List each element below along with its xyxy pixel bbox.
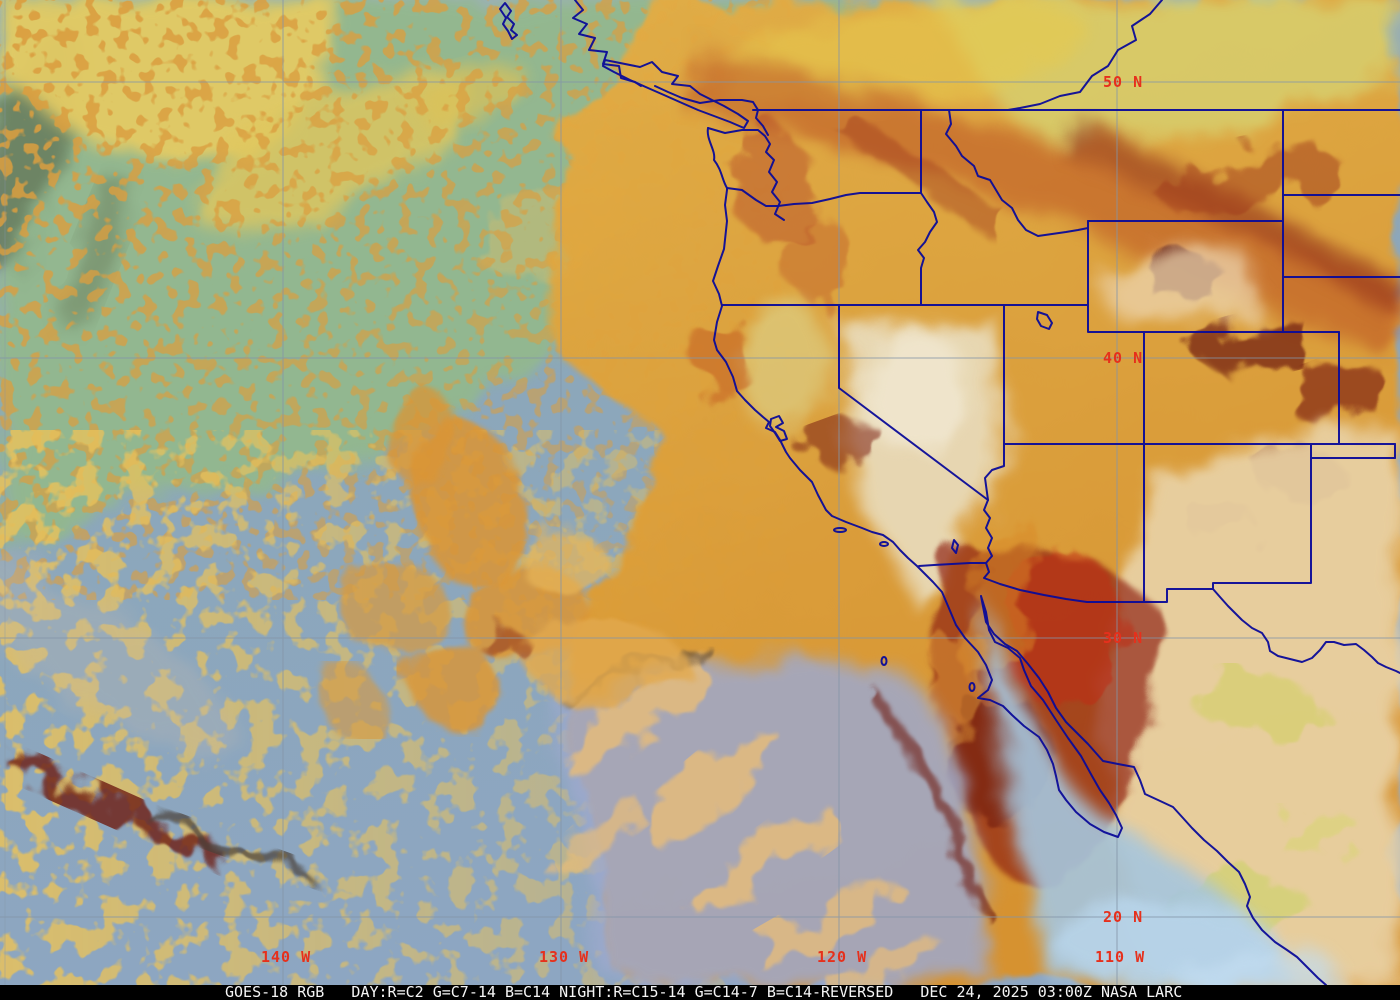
- border-us-mexico: [918, 562, 1400, 674]
- coastline-puget-sound: [707, 127, 785, 221]
- red-core: [1005, 550, 1125, 710]
- dark-ridge: [865, 686, 981, 902]
- lat-label-30n: 30 N: [1103, 629, 1143, 647]
- status-bar-text: GOES-18 RGB DAY:R=C2 G=C7-14 B=C14 NIGHT…: [225, 983, 1183, 1000]
- offshore-cloud: [315, 670, 385, 730]
- offshore-cloud: [520, 525, 600, 595]
- lon-label-140w: 140 W: [261, 948, 311, 966]
- grid-labels: 50 N 40 N 30 N 20 N 140 W 130 W 120 W 11…: [261, 73, 1145, 966]
- dark-red-streak-sw: [5, 757, 225, 859]
- red-patch: [783, 211, 847, 299]
- coastline-bc: [572, 0, 769, 136]
- gray-wedge: [0, 554, 240, 756]
- lat-label-20n: 20 N: [1103, 908, 1143, 926]
- border-bc-alberta: [1007, 0, 1163, 111]
- peach-finger: [695, 807, 835, 913]
- red-band-idaho: [847, 119, 1007, 237]
- pale-green-oregon: [737, 300, 833, 430]
- lon-label-120w: 120 W: [817, 948, 867, 966]
- island-baja: [968, 682, 976, 692]
- peach-finger: [563, 653, 717, 777]
- border-ca-nv: [838, 304, 989, 501]
- channel-islands: [879, 541, 889, 547]
- island-haida-gwaii: [499, 2, 518, 40]
- salton-sea: [951, 539, 959, 554]
- dark-streak-sw: [145, 813, 315, 877]
- map-borders: [499, 0, 1400, 985]
- offshore-cloud: [350, 555, 440, 665]
- red-core-small: [478, 624, 522, 656]
- lon-label-110w: 110 W: [1095, 948, 1145, 966]
- peach-finger: [821, 941, 949, 985]
- offshore-cloud: [533, 620, 683, 710]
- channel-islands: [833, 527, 847, 533]
- coastline-pacific: [706, 127, 1327, 985]
- island-baja: [880, 656, 888, 666]
- lat-label-50n: 50 N: [1103, 73, 1143, 91]
- island-vancouver: [602, 59, 749, 129]
- peach-finger: [557, 796, 643, 874]
- gulf-water: [985, 598, 1290, 985]
- lon-label-130w: 130 W: [539, 948, 589, 966]
- border-az-ca: [983, 499, 993, 564]
- peach-finger: [755, 881, 895, 969]
- border-wa-or: [726, 187, 922, 207]
- lat-label-40n: 40 N: [1103, 349, 1143, 367]
- yellow-green-patch: [1275, 815, 1365, 855]
- dark-patch-delta: [812, 422, 878, 468]
- san-francisco-bay: [769, 415, 788, 442]
- border-id-mt: [945, 109, 1089, 237]
- offshore-cloud: [392, 397, 468, 493]
- status-bar: GOES-18 RGB DAY:R=C2 G=C7-14 B=C14 NIGHT…: [0, 985, 1400, 1000]
- border-nm-tx: [1212, 443, 1312, 590]
- yellow-green-patch: [1195, 679, 1315, 731]
- offshore-cloud: [410, 645, 500, 725]
- pale-patch-wyoming: [1095, 245, 1265, 325]
- red-patch-puget: [732, 130, 812, 240]
- great-salt-lake: [1036, 311, 1053, 330]
- border-or-id: [917, 192, 938, 306]
- clear-core-nevada: [860, 330, 970, 450]
- peach-finger: [638, 732, 772, 848]
- border-nv-az: [984, 443, 1005, 501]
- red-streak-mt: [1161, 146, 1339, 214]
- bright-water: [1180, 945, 1340, 985]
